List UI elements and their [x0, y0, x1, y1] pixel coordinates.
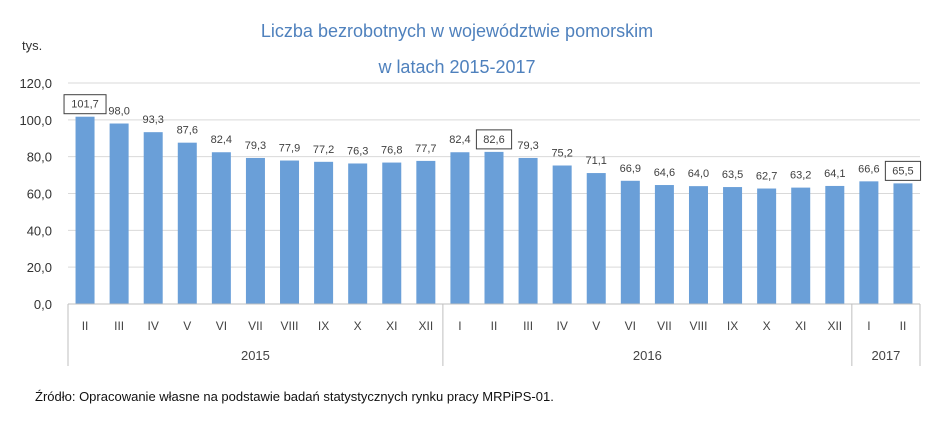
- bar: [109, 123, 129, 305]
- x-tick-label: II: [82, 319, 89, 333]
- bar: [450, 152, 470, 304]
- bar: [893, 183, 913, 304]
- bar: [143, 132, 163, 304]
- x-tick-label: I: [458, 319, 461, 333]
- value-label-box: [475, 129, 513, 150]
- value-label: 64,1: [824, 168, 845, 180]
- value-label: 79,3: [517, 140, 538, 152]
- x-tick-label: III: [114, 319, 124, 333]
- bar: [620, 180, 640, 304]
- bar: [688, 186, 708, 304]
- x-tick-label: XII: [827, 319, 842, 333]
- value-label: 66,9: [620, 163, 641, 175]
- value-label: 75,2: [551, 148, 572, 160]
- chart-title: Liczba bezrobotnych w województwie pomor…: [261, 21, 653, 41]
- bar: [314, 161, 334, 304]
- value-label: 101,7: [71, 99, 99, 111]
- value-label: 82,4: [449, 134, 470, 146]
- value-label: 64,6: [654, 167, 675, 179]
- bar: [654, 185, 674, 304]
- value-label: 65,5: [892, 165, 913, 177]
- x-tick-label: V: [592, 319, 600, 333]
- year-label: 2015: [241, 348, 270, 363]
- x-tick-label: VIII: [281, 319, 299, 333]
- x-tick-label: XI: [795, 319, 806, 333]
- x-tick-label: VII: [248, 319, 263, 333]
- bar: [791, 187, 811, 304]
- x-tick-label: XII: [419, 319, 434, 333]
- value-label: 63,5: [722, 169, 743, 181]
- value-label-box: [63, 94, 107, 115]
- y-tick-label: 20,0: [27, 260, 52, 275]
- x-tick-label: IX: [318, 319, 329, 333]
- y-axis-unit: tys.: [22, 38, 42, 53]
- value-label: 93,3: [142, 114, 163, 126]
- source-note: Źródło: Opracowanie własne na podstawie …: [35, 389, 554, 404]
- bar: [416, 160, 436, 304]
- bar: [245, 157, 265, 304]
- year-label: 2016: [633, 348, 662, 363]
- value-label: 62,7: [756, 171, 777, 183]
- x-tick-label: IX: [727, 319, 738, 333]
- value-label: 63,2: [790, 170, 811, 182]
- value-label: 82,4: [211, 134, 232, 146]
- value-label: 98,0: [108, 106, 129, 118]
- bar: [211, 152, 231, 304]
- value-label: 76,8: [381, 145, 402, 157]
- value-label: 87,6: [177, 125, 198, 137]
- bar: [859, 181, 879, 304]
- y-tick-label: 80,0: [27, 150, 52, 165]
- bar: [757, 188, 777, 304]
- x-tick-label: X: [354, 319, 362, 333]
- value-label: 64,0: [688, 168, 709, 180]
- x-tick-label: XI: [386, 319, 397, 333]
- bar: [75, 116, 95, 304]
- year-label: 2017: [871, 348, 900, 363]
- x-tick-label: VII: [657, 319, 672, 333]
- bar: [723, 187, 743, 304]
- x-tick-label: VI: [216, 319, 227, 333]
- bar: [280, 160, 300, 304]
- value-label: 77,7: [415, 143, 436, 155]
- x-tick-label: II: [900, 319, 907, 333]
- x-tick-label: V: [183, 319, 191, 333]
- x-tick-label: IV: [148, 319, 159, 333]
- bar: [348, 163, 368, 304]
- value-label: 71,1: [586, 155, 607, 167]
- value-label-box: [884, 160, 922, 181]
- x-tick-label: VIII: [689, 319, 707, 333]
- y-tick-label: 100,0: [19, 113, 52, 128]
- bar: [518, 157, 538, 304]
- value-label: 66,6: [858, 163, 879, 175]
- unemployment-bar-chart: Liczba bezrobotnych w województwie pomor…: [19, 21, 922, 366]
- bar: [552, 165, 572, 304]
- x-tick-label: II: [491, 319, 498, 333]
- x-tick-label: IV: [556, 319, 567, 333]
- bar: [382, 162, 402, 304]
- x-tick-label: X: [763, 319, 771, 333]
- value-label: 82,6: [483, 134, 504, 146]
- x-tick-label: VI: [625, 319, 636, 333]
- bar: [586, 173, 606, 304]
- bar: [177, 142, 197, 304]
- value-label: 79,3: [245, 140, 266, 152]
- y-tick-label: 40,0: [27, 223, 52, 238]
- y-tick-label: 0,0: [34, 297, 52, 312]
- value-label: 77,2: [313, 144, 334, 156]
- x-tick-label: III: [523, 319, 533, 333]
- bar: [825, 185, 845, 304]
- y-tick-label: 60,0: [27, 187, 52, 202]
- x-tick-label: I: [867, 319, 870, 333]
- y-tick-label: 120,0: [19, 76, 52, 91]
- value-label: 76,3: [347, 145, 368, 157]
- bar: [484, 151, 504, 304]
- value-label: 77,9: [279, 143, 300, 155]
- chart-subtitle: w latach 2015-2017: [377, 57, 535, 77]
